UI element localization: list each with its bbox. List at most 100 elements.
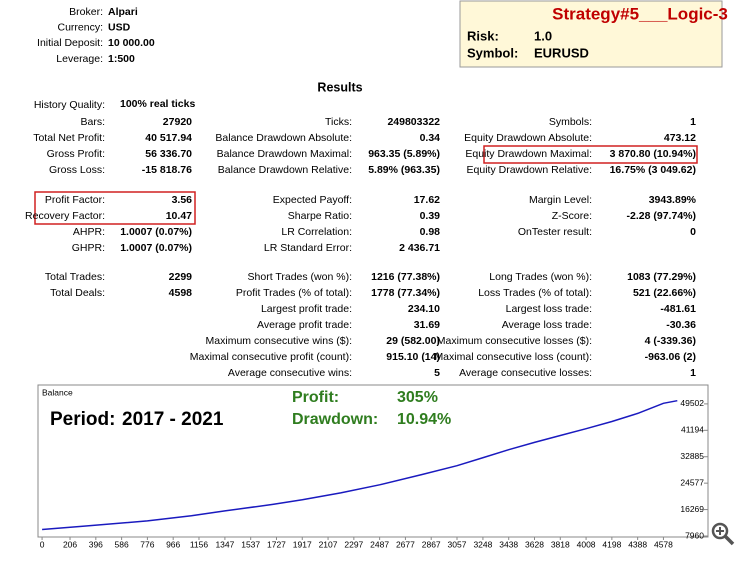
result-label: Balance Drawdown Absolute:	[215, 132, 352, 144]
result-value: 4 (-339.36)	[645, 335, 696, 347]
info-value: 1:500	[108, 53, 135, 65]
period-value: 2017 - 2021	[122, 409, 224, 430]
info-value: Alpari	[108, 6, 138, 18]
result-label: Maximum consecutive losses ($):	[437, 335, 592, 347]
result-label: Maximal consecutive loss (count):	[434, 351, 592, 363]
result-label: GHPR:	[72, 242, 105, 254]
x-tick-label: 1156	[190, 539, 209, 549]
result-value: 56 336.70	[145, 148, 192, 160]
result-label: LR Standard Error:	[264, 242, 352, 254]
result-value: 5.89% (963.35)	[368, 164, 440, 176]
result-value: 1.0007 (0.07%)	[120, 226, 192, 238]
highlight-box	[34, 191, 196, 225]
result-value: 521 (22.66%)	[633, 287, 696, 299]
result-label: Symbols:	[549, 116, 592, 128]
x-tick-label: 2297	[344, 539, 363, 549]
info-value: USD	[108, 21, 131, 33]
result-value: 2 436.71	[399, 242, 440, 254]
result-label: Loss Trades (% of total):	[478, 287, 592, 299]
result-label: Recovery Factor:	[25, 210, 105, 222]
x-tick-label: 586	[115, 539, 129, 549]
result-value: 10.47	[166, 210, 192, 222]
result-label: Ticks:	[325, 116, 352, 128]
x-tick-label: 206	[63, 539, 77, 549]
result-label: Average consecutive losses:	[459, 367, 592, 379]
result-value: 963.35 (5.89%)	[368, 148, 440, 160]
result-value: -15 818.76	[142, 164, 192, 176]
y-tick-label: 24577	[680, 477, 704, 487]
result-label: Total Trades:	[45, 271, 105, 283]
x-tick-label: 396	[89, 539, 103, 549]
x-tick-label: 3628	[525, 539, 544, 549]
result-label: Margin Level:	[529, 194, 592, 206]
drawdown-value: 10.94%	[397, 411, 451, 428]
result-label: Equity Drawdown Maximal:	[465, 148, 592, 160]
result-label: Total Net Profit:	[33, 132, 105, 144]
strategy-box	[459, 0, 723, 68]
info-label: Initial Deposit:	[37, 37, 103, 49]
result-label: Bars:	[80, 116, 105, 128]
result-value: 915.10 (14)	[386, 351, 440, 363]
result-value: 249803322	[387, 116, 440, 128]
info-value: 10 000.00	[108, 37, 155, 49]
x-tick-label: 966	[166, 539, 180, 549]
strategy-title: Strategy#5___Logic-3	[552, 4, 728, 23]
result-value: 473.12	[664, 132, 696, 144]
result-value: -2.28 (97.74%)	[627, 210, 696, 222]
result-value: -963.06 (2)	[645, 351, 696, 363]
chart-frame	[37, 384, 709, 538]
result-label: Average consecutive wins:	[228, 367, 352, 379]
result-value: 40 517.94	[145, 132, 192, 144]
result-label: Gross Profit:	[47, 148, 105, 160]
result-label: Sharpe Ratio:	[288, 210, 352, 222]
highlight-box	[483, 145, 698, 164]
x-tick-label: 2107	[319, 539, 338, 549]
result-label: History Quality:	[34, 99, 105, 111]
x-tick-label: 1537	[241, 539, 260, 549]
x-tick-label: 3818	[551, 539, 570, 549]
result-label: Largest profit trade:	[261, 303, 352, 315]
result-value: 0.34	[420, 132, 441, 144]
result-value: 0.39	[420, 210, 441, 222]
result-label: Maximal consecutive profit (count):	[190, 351, 352, 363]
result-value: 17.62	[414, 194, 440, 206]
result-label: Equity Drawdown Absolute:	[464, 132, 592, 144]
strategy-value: 1.0	[534, 28, 552, 43]
result-label: Maximum consecutive wins ($):	[206, 335, 352, 347]
x-tick-label: 2867	[422, 539, 441, 549]
result-label: Equity Drawdown Relative:	[467, 164, 592, 176]
x-tick-label: 1917	[293, 539, 312, 549]
y-tick-label: 49502	[680, 398, 704, 408]
result-value: 1083 (77.29%)	[627, 271, 696, 283]
result-value: 31.69	[414, 319, 440, 331]
result-value: 16.75% (3 049.62)	[610, 164, 696, 176]
result-value: 234.10	[408, 303, 440, 315]
result-value: 3943.89%	[649, 194, 697, 206]
y-tick-label: 16269	[680, 504, 704, 514]
x-tick-label: 0	[40, 539, 45, 549]
result-label: OnTester result:	[518, 226, 592, 238]
result-value: -30.36	[666, 319, 696, 331]
strategy-value: EURUSD	[534, 45, 589, 60]
x-tick-label: 4008	[577, 539, 596, 549]
balance-line	[42, 399, 678, 531]
result-value: 4598	[169, 287, 193, 299]
x-tick-label: 4388	[628, 539, 647, 549]
result-label: Average profit trade:	[257, 319, 352, 331]
info-label: Leverage:	[56, 53, 103, 65]
result-label: Balance Drawdown Relative:	[218, 164, 352, 176]
result-label: Average loss trade:	[502, 319, 592, 331]
zoom-icon[interactable]	[711, 522, 735, 546]
result-value: 100% real ticks	[120, 98, 195, 110]
drawdown-label: Drawdown:	[292, 411, 378, 428]
result-label: Long Trades (won %):	[489, 271, 592, 283]
result-label: Z-Score:	[552, 210, 592, 222]
result-label: Expected Payoff:	[273, 194, 352, 206]
result-value: -481.61	[660, 303, 696, 315]
result-value: 3 870.80 (10.94%)	[610, 148, 696, 160]
period-label: Period:	[50, 409, 115, 430]
result-value: 0.98	[420, 226, 441, 238]
result-label: Profit Trades (% of total):	[236, 287, 352, 299]
